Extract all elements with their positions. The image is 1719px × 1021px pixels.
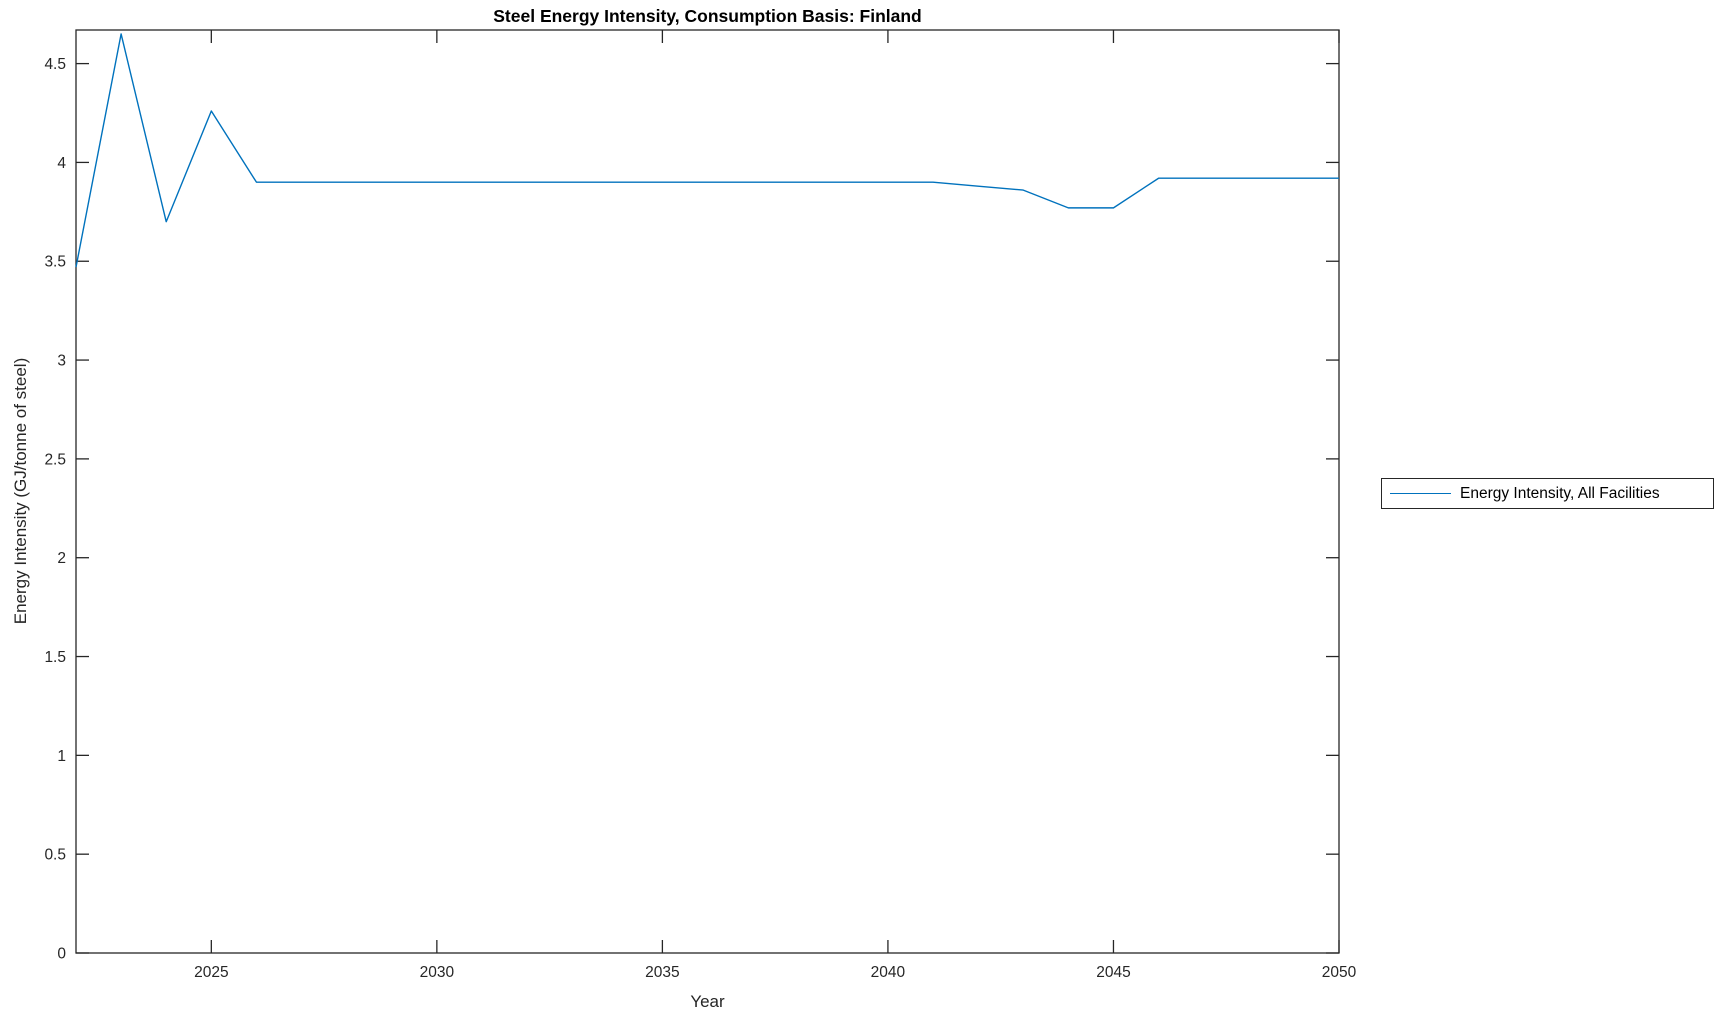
y-tick-label: 3.5 xyxy=(44,254,66,271)
y-tick-label: 0 xyxy=(57,946,66,963)
y-tick-label: 2.5 xyxy=(44,451,66,468)
x-axis-label: Year xyxy=(690,992,725,1011)
axes-border xyxy=(75,29,1340,954)
x-tick-label: 2050 xyxy=(1322,964,1357,981)
legend-entry-label: Energy Intensity, All Facilities xyxy=(1460,484,1660,502)
data-line-energy-intensity-all-facilities xyxy=(75,33,1339,268)
x-tick-label: 2035 xyxy=(645,964,679,981)
y-tick-label: 0.5 xyxy=(44,847,66,864)
legend: Energy Intensity, All Facilities xyxy=(1381,478,1714,509)
x-tick-label: 2045 xyxy=(1096,964,1130,981)
chart-title: Steel Energy Intensity, Consumption Basi… xyxy=(493,6,922,26)
x-tick-label: 2040 xyxy=(871,964,906,981)
y-tick-label: 1.5 xyxy=(44,649,66,666)
y-axis-label: Energy Intensity (GJ/tonne of steel) xyxy=(11,357,30,625)
y-tick-label: 4 xyxy=(57,155,66,172)
x-tick-label: 2030 xyxy=(420,964,455,981)
x-tick-label: 2025 xyxy=(194,964,228,981)
y-tick-label: 1 xyxy=(57,748,66,765)
y-tick-label: 4.5 xyxy=(44,56,66,73)
y-tick-label: 3 xyxy=(57,353,66,370)
y-tick-label: 2 xyxy=(57,550,66,567)
legend-line-sample xyxy=(1390,493,1451,494)
